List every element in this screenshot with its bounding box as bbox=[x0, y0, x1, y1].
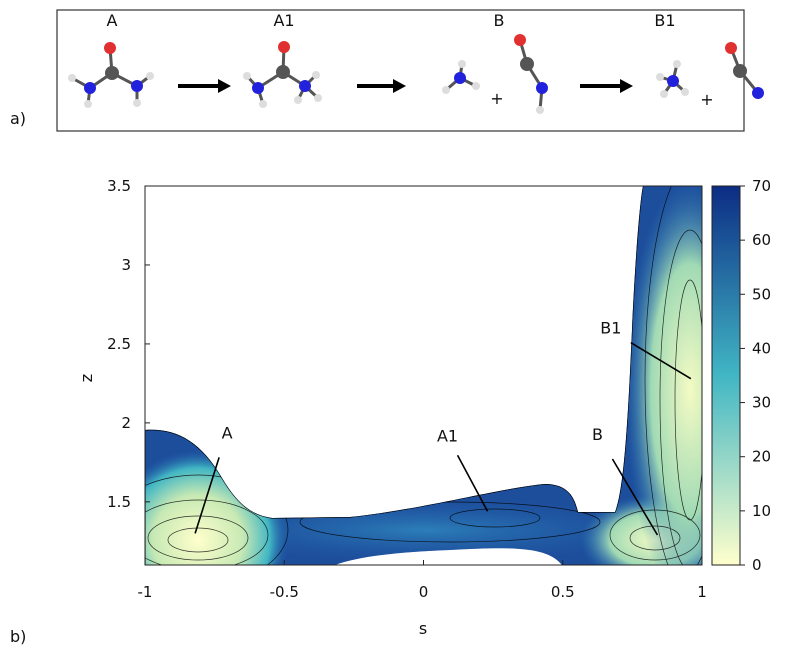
y-tick-label: 1.5 bbox=[107, 493, 131, 511]
annotation-label: A1 bbox=[437, 426, 458, 445]
y-tick-label: 2 bbox=[121, 414, 131, 432]
y-tick-label: 3 bbox=[121, 256, 131, 274]
contour-field bbox=[145, 186, 702, 565]
colorbar-tick-label: 50 bbox=[752, 285, 771, 303]
colorbar-tick-label: 70 bbox=[752, 177, 771, 195]
plus-sign: + bbox=[700, 90, 713, 109]
annotation-label: B bbox=[592, 425, 603, 444]
x-tick-label: -0.5 bbox=[270, 583, 299, 601]
annotation-pointer bbox=[456, 454, 489, 512]
x-tick-label: 1 bbox=[697, 583, 707, 601]
colorbar bbox=[711, 185, 741, 566]
colorbar-tick-label: 40 bbox=[752, 339, 771, 357]
annotation-pointer bbox=[611, 458, 659, 536]
x-tick-label: 0.5 bbox=[551, 583, 575, 601]
molecule-label: A bbox=[107, 11, 118, 30]
x-tick-label: -1 bbox=[138, 583, 153, 601]
annotation-pointer bbox=[194, 457, 220, 534]
colorbar-tick-label: 30 bbox=[752, 394, 771, 412]
annotation-label: A bbox=[222, 423, 233, 442]
molecules bbox=[68, 34, 764, 114]
annotation-pointer bbox=[630, 341, 692, 380]
x-tick-label: 0 bbox=[419, 583, 429, 601]
molecule-label: B1 bbox=[654, 11, 675, 30]
x-axis-label: s bbox=[419, 619, 427, 638]
colorbar-tick-label: 0 bbox=[752, 556, 762, 574]
annotation-label: B1 bbox=[600, 319, 621, 338]
y-tick-label: 2.5 bbox=[107, 335, 131, 353]
plus-sign: + bbox=[490, 89, 503, 108]
molecule-label: A1 bbox=[273, 11, 294, 30]
colorbar-tick-label: 10 bbox=[752, 502, 771, 520]
panel-label: a) bbox=[10, 109, 26, 128]
y-tick-label: 3.5 bbox=[107, 177, 131, 195]
y-axis-label: z bbox=[77, 374, 96, 382]
reaction-arrows bbox=[178, 79, 633, 93]
molecule-label: B bbox=[494, 11, 505, 30]
panel-label: b) bbox=[10, 627, 26, 646]
colorbar-tick-label: 20 bbox=[752, 448, 771, 466]
colorbar-tick-label: 60 bbox=[752, 231, 771, 249]
panel-a-frame bbox=[56, 9, 745, 132]
